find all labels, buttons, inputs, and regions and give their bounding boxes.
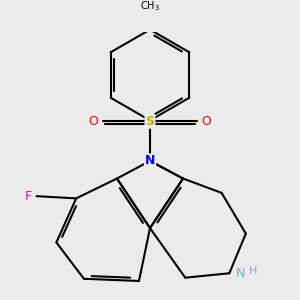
Text: N: N	[236, 267, 245, 280]
Text: O: O	[88, 115, 98, 128]
Text: F: F	[25, 190, 32, 203]
Text: N: N	[145, 154, 155, 167]
Text: O: O	[202, 115, 212, 128]
Text: S: S	[146, 115, 154, 128]
Text: H: H	[249, 266, 257, 276]
Text: CH$_3$: CH$_3$	[140, 0, 160, 13]
